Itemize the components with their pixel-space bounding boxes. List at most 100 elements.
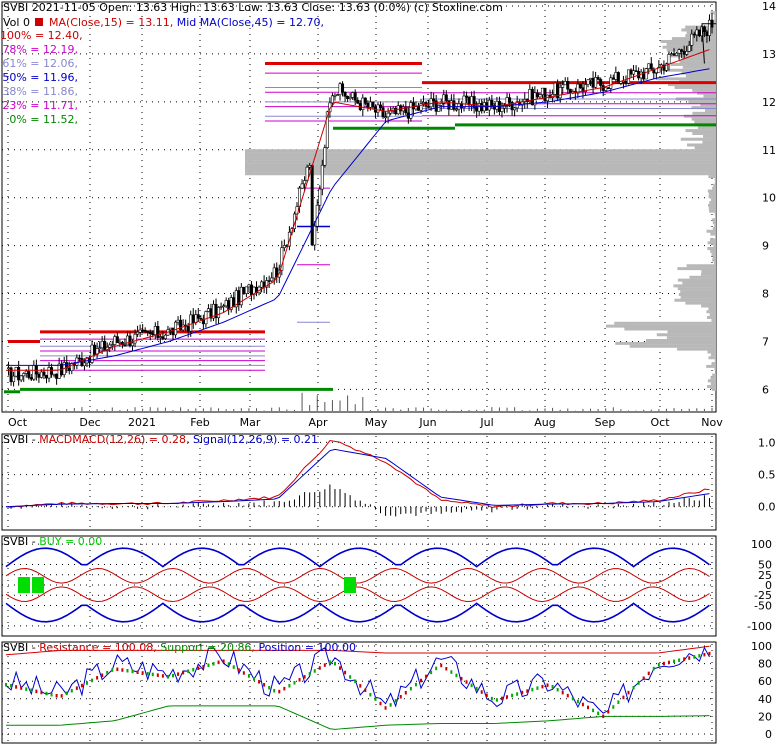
volume-profile-bar	[712, 221, 716, 225]
price-chart: 14 13 12 11 10 9 8 7 6 Oct Dec 2021 Feb Mar Apr May Jun…	[1, 0, 776, 429]
volume-profile-bar	[714, 223, 716, 227]
macd-plot-frame	[1, 433, 717, 531]
candle-body	[100, 340, 104, 349]
volume-profile-bar	[664, 68, 716, 72]
candle-body	[313, 225, 317, 246]
price-tick-label: 9	[762, 240, 769, 253]
candle-body	[609, 77, 613, 89]
candle-body	[239, 286, 243, 306]
candle-body	[24, 370, 28, 374]
candle-body	[138, 329, 142, 333]
candle-body	[422, 102, 426, 104]
candle-body	[171, 327, 175, 336]
header-symbol: SVBI	[3, 1, 29, 14]
fib-level-label: 61% = 12.06,	[2, 57, 78, 70]
volume-profile-bar	[614, 321, 716, 325]
candle-body	[50, 367, 54, 375]
candle-body	[351, 92, 355, 98]
candle-body	[389, 110, 393, 114]
volume-profile-bar	[692, 131, 716, 135]
volume-profile-bar	[689, 275, 716, 279]
volume-profile-bar	[629, 344, 716, 348]
buy-tick-label: 100	[751, 538, 772, 551]
candle-body	[333, 94, 337, 97]
candle-body	[308, 165, 312, 168]
header-line: SVBI 2021-11-05 Open: 13.63 High: 13.63 …	[3, 1, 503, 15]
volume-profile-bar	[715, 235, 716, 239]
volume-profile-bar	[680, 295, 716, 299]
candle-body	[113, 336, 117, 345]
position-tick-label: 80	[758, 658, 772, 671]
candle-body	[470, 96, 474, 106]
volume-profile-bar	[708, 175, 716, 179]
buy-signal-marker	[344, 577, 356, 593]
volume-profile-bar	[711, 252, 716, 256]
candle-body	[244, 286, 248, 294]
volume-profile-bar	[706, 310, 716, 314]
volume-profile-bar	[692, 111, 716, 115]
candle-body	[692, 33, 696, 36]
date-tick-label: Dec	[79, 416, 100, 429]
volume-profile-bar	[245, 166, 716, 170]
candle-body	[510, 102, 514, 111]
buy-tick-label: 50	[758, 559, 772, 572]
candle-body	[265, 280, 269, 288]
candle-body	[206, 308, 210, 312]
volume-profile-bar	[710, 249, 716, 253]
macd-lines	[5, 439, 710, 509]
ma45-label: Mid MA(Close,45) = 12.70,	[176, 16, 324, 29]
vol-label: Vol 0	[3, 16, 30, 29]
candle-body	[707, 19, 711, 36]
volume-profile-bar	[714, 367, 716, 371]
volume-profile-bar	[714, 14, 716, 18]
candle-body	[664, 63, 668, 71]
candle-body	[566, 81, 570, 90]
buy-upper-signal	[5, 567, 710, 584]
candle-body	[143, 329, 147, 332]
candle-body	[191, 314, 195, 324]
volume-bars	[5, 392, 713, 411]
volume-profile-bar	[707, 379, 716, 383]
candle-body	[37, 373, 41, 378]
volume-profile-bar	[673, 284, 716, 288]
candle-body	[462, 95, 466, 108]
candle-body	[561, 84, 565, 88]
candle-body	[540, 87, 544, 95]
candle-body	[82, 362, 86, 367]
candle-body	[427, 106, 431, 108]
candle-body	[690, 33, 694, 46]
candle-body	[158, 336, 162, 338]
candle-body	[305, 166, 309, 181]
candle-body	[163, 334, 167, 339]
volume-profile-bar	[703, 134, 716, 138]
candle-body	[384, 116, 388, 119]
position-tick-label: 40	[758, 693, 772, 706]
volume-profile-bar	[678, 293, 716, 297]
volume-profile-bar	[245, 163, 716, 167]
candle-body	[19, 375, 23, 381]
candle-body	[670, 53, 674, 56]
candle-body	[146, 330, 150, 333]
buy-markers	[18, 577, 356, 593]
volume-profile-bar	[714, 16, 716, 20]
volume-profile-bar	[685, 301, 716, 305]
volume-profile-bar	[706, 364, 716, 368]
candle-body	[553, 82, 557, 95]
candle-body	[376, 104, 380, 113]
buy-legend: SVBI - BUY = 0.00	[3, 535, 102, 549]
candle-body	[414, 106, 418, 110]
candle-body	[632, 70, 636, 75]
candle-body	[452, 100, 456, 110]
candle-body	[196, 314, 200, 319]
volume-profile-bar	[701, 304, 716, 308]
candle-body	[128, 335, 132, 347]
volume-profile-bar	[712, 226, 716, 230]
candle-body	[52, 373, 56, 376]
candle-body	[449, 100, 453, 110]
candle-body	[123, 344, 127, 347]
candle-body	[629, 69, 633, 75]
volume-profile-bar	[715, 215, 716, 219]
volume-profile-bar	[708, 206, 716, 210]
candle-body	[477, 103, 481, 112]
